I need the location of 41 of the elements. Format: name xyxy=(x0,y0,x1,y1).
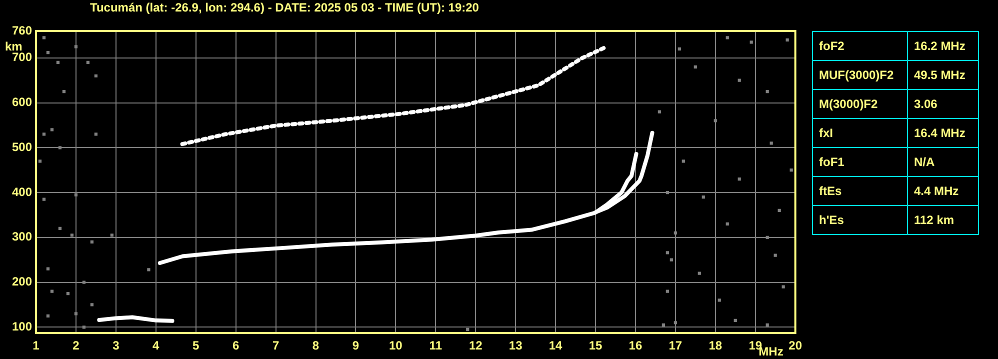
y-tick-label: 600 xyxy=(12,95,32,110)
text: 3.06 xyxy=(908,90,978,118)
text: N/A xyxy=(908,148,978,176)
x-tick-label: 2 xyxy=(72,338,80,353)
text: 16.4 MHz xyxy=(908,118,978,148)
x-tick-label: 13 xyxy=(508,338,523,353)
x-tick-label: 8 xyxy=(312,338,320,353)
text: M(3000)F2 xyxy=(812,90,908,118)
text: foF2 xyxy=(812,32,908,60)
x-tick-label: 20 xyxy=(788,338,802,353)
chart-title: Tucumán (lat: -26.9, lon: 294.6) - DATE: 2025 05 03 - TIME (UT): 19:20 xyxy=(90,0,480,14)
x-tick-label: 1 xyxy=(32,338,40,353)
x-tick-label: 7 xyxy=(272,338,280,353)
text: 112 km xyxy=(908,206,978,234)
x-tick-label: 12 xyxy=(468,338,483,353)
text: MUF(3000)F2 xyxy=(812,60,908,90)
x-tick-label: 17 xyxy=(668,338,682,353)
x-tick-label: 11 xyxy=(429,338,442,353)
x-tick-label: 6 xyxy=(232,338,240,353)
x-tick-label: 18 xyxy=(708,338,722,353)
x-tick-label: 5 xyxy=(192,338,200,353)
text: h'Es xyxy=(812,206,908,234)
x-tick-label: 15 xyxy=(588,338,602,353)
x-tick-label: 14 xyxy=(548,338,563,353)
text: ftEs xyxy=(812,176,908,206)
text: 4.4 MHz xyxy=(908,176,978,206)
text: 16.2 MHz xyxy=(908,32,978,60)
y-tick-label: 200 xyxy=(12,274,32,289)
text: foF1 xyxy=(812,148,908,176)
y-tick-label: 100 xyxy=(12,319,32,334)
x-tick-label: 4 xyxy=(152,338,160,353)
y-tick-label: 400 xyxy=(12,184,32,199)
x-tick-label: 9 xyxy=(352,338,360,353)
x-tick-label: 16 xyxy=(628,338,642,353)
text: fxI xyxy=(812,118,908,148)
y-tick-label: 300 xyxy=(12,230,32,244)
y-tick-label: 760 xyxy=(12,23,32,38)
x-tick-label: 10 xyxy=(389,338,403,353)
text: 49.5 MHz xyxy=(908,60,978,90)
x-tick-label: 3 xyxy=(112,338,120,353)
y-tick-label: 500 xyxy=(12,140,32,154)
